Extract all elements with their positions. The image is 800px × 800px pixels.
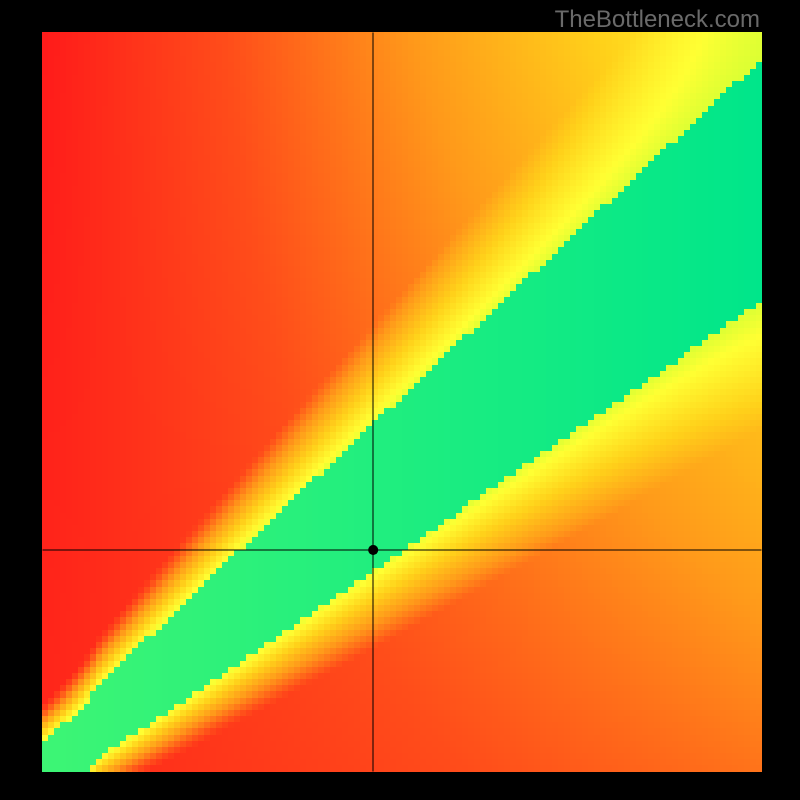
chart-frame: TheBottleneck.com	[0, 0, 800, 800]
heatmap-plot	[42, 32, 762, 772]
heatmap-canvas	[42, 32, 762, 772]
watermark-text: TheBottleneck.com	[555, 6, 760, 34]
